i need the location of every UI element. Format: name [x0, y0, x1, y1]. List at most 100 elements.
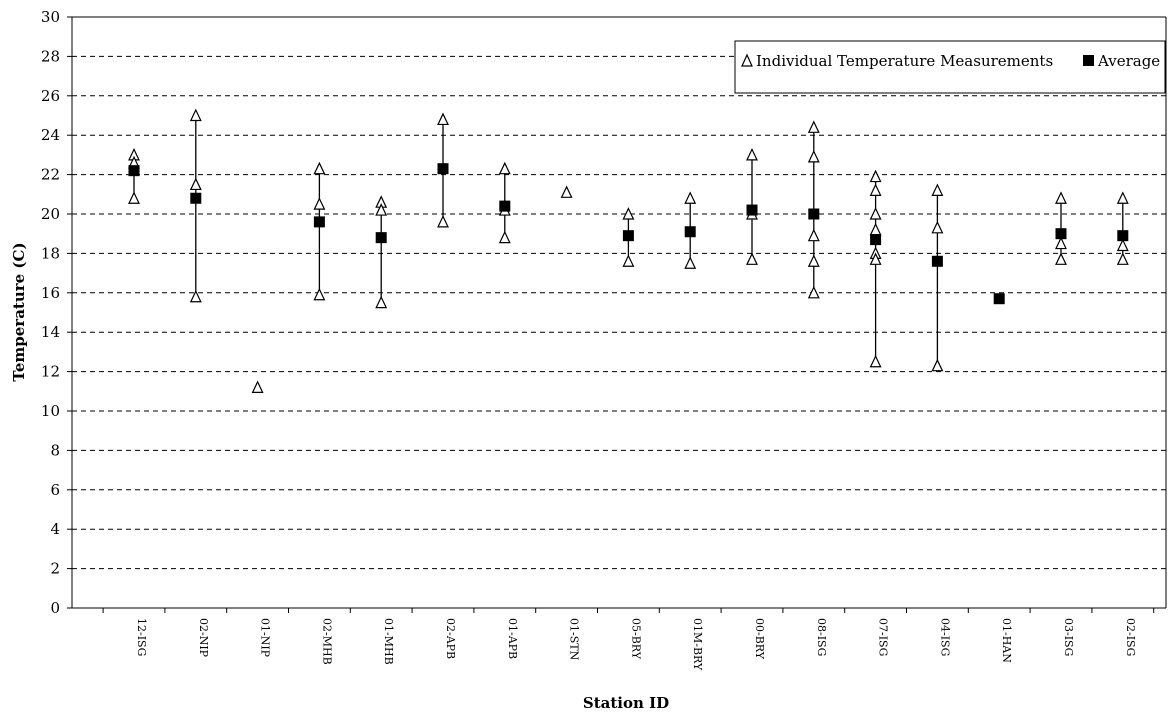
legend-triangle-icon [741, 53, 753, 67]
x-tick-label: 02-ISG [1124, 618, 1137, 656]
average-point [128, 165, 140, 177]
measurement-point [1055, 236, 1067, 250]
y-tick-label: 20 [41, 205, 60, 223]
x-tick-label: 00-BRY [753, 618, 766, 660]
measurement-point [189, 177, 202, 191]
gridlines [72, 16, 1166, 570]
measurement-point [684, 256, 697, 269]
measurement-point [869, 222, 882, 236]
average-point [993, 293, 1005, 305]
x-tick-label: 01-NIP [259, 618, 272, 658]
x-tick-label: 01M-BRY [691, 618, 704, 671]
y-axis-title: Temperature (C) [10, 242, 28, 381]
x-tick-label: 02-APB [444, 618, 457, 659]
legend-label-average: Average [1097, 52, 1160, 70]
measurement-point [375, 295, 388, 309]
average-point [375, 232, 387, 244]
measurement-point [869, 169, 882, 183]
y-tick-label: 26 [41, 87, 60, 105]
average-point [437, 163, 449, 175]
measurement-point [1116, 252, 1129, 265]
measurement-point [746, 252, 758, 265]
measurement-point [931, 220, 944, 234]
y-tick-label: 0 [50, 599, 60, 617]
measurement-point [1055, 191, 1067, 204]
average-point [622, 230, 634, 242]
average-point [499, 200, 511, 212]
measurement-point [931, 358, 944, 372]
average-point [190, 192, 202, 204]
measurement-point [128, 191, 140, 204]
data-markers [128, 108, 1129, 393]
measurement-point [931, 183, 944, 196]
y-tick-label: 12 [41, 363, 60, 381]
y-tick-label: 28 [41, 47, 60, 65]
x-tick-labels: 12-ISG 02-NIP 01-NIP 02-MHB 01-MHB 02-APB 01-A… [135, 618, 1137, 671]
y-tick-label: 8 [50, 441, 60, 459]
measurement-point [622, 207, 635, 220]
x-tick-label: 04-ISG [938, 618, 951, 656]
measurement-point [375, 203, 388, 216]
measurement-point [1116, 191, 1129, 204]
measurement-point [869, 252, 882, 265]
measurement-point [807, 149, 820, 163]
x-tick-label: 01-HAN [1000, 618, 1013, 663]
average-point [746, 204, 758, 216]
x-tick-label: 03-ISG [1062, 618, 1075, 656]
measurement-point [437, 112, 449, 126]
y-tick-label: 6 [50, 481, 60, 499]
x-tick-label: 02-MHB [320, 618, 333, 665]
x-tick-label: 02-NIP [197, 618, 210, 658]
y-tick-label: 16 [41, 284, 60, 302]
measurement-point [313, 197, 326, 210]
axes [67, 16, 1167, 613]
measurement-point [807, 285, 820, 299]
average-point [808, 208, 820, 220]
y-tick-label: 18 [41, 244, 60, 262]
average-point [931, 255, 943, 267]
measurement-point [437, 214, 449, 228]
measurement-point [560, 185, 573, 198]
measurement-point [189, 108, 202, 122]
legend-label-measurements: Individual Temperature Measurements [756, 52, 1053, 70]
measurement-point [1055, 252, 1067, 265]
measurement-point [869, 207, 882, 220]
x-tick-label: 08-ISG [815, 618, 828, 656]
measurement-point [746, 148, 758, 161]
average-point [684, 226, 696, 238]
measurement-point [313, 287, 326, 301]
x-tick-label: 12-ISG [135, 618, 148, 656]
y-tick-label: 2 [50, 560, 60, 578]
measurement-point [807, 120, 820, 133]
y-tick-label: 4 [50, 520, 60, 538]
measurement-point [622, 254, 635, 267]
measurement-point [313, 161, 326, 175]
legend-square-icon [1083, 55, 1094, 66]
measurement-point [1116, 238, 1129, 252]
measurement-point [189, 289, 202, 303]
x-tick-label: 05-BRY [629, 618, 642, 660]
y-tick-label: 14 [41, 323, 60, 341]
x-tick-label: 01-MHB [382, 618, 395, 665]
y-tick-label: 30 [41, 8, 60, 26]
average-point [870, 234, 882, 246]
y-tick-label: 24 [41, 126, 60, 144]
y-tick-label: 22 [41, 166, 60, 184]
average-point [1117, 230, 1129, 242]
x-tick-label: 01-STN [568, 618, 581, 661]
average-point [1055, 228, 1067, 240]
x-axis-title: Station ID [583, 694, 669, 712]
measurement-point [807, 228, 820, 242]
measurement-point [684, 191, 697, 204]
legend: Individual Temperature Measurements Aver… [734, 40, 1166, 94]
legend-box [734, 40, 1166, 94]
y-tick-label: 10 [41, 402, 60, 420]
measurement-point [869, 354, 882, 368]
measurement-point [498, 230, 511, 244]
x-tick-label: 07-ISG [877, 618, 890, 656]
measurement-point [251, 380, 264, 393]
average-point [313, 216, 325, 228]
measurement-point [807, 254, 820, 267]
